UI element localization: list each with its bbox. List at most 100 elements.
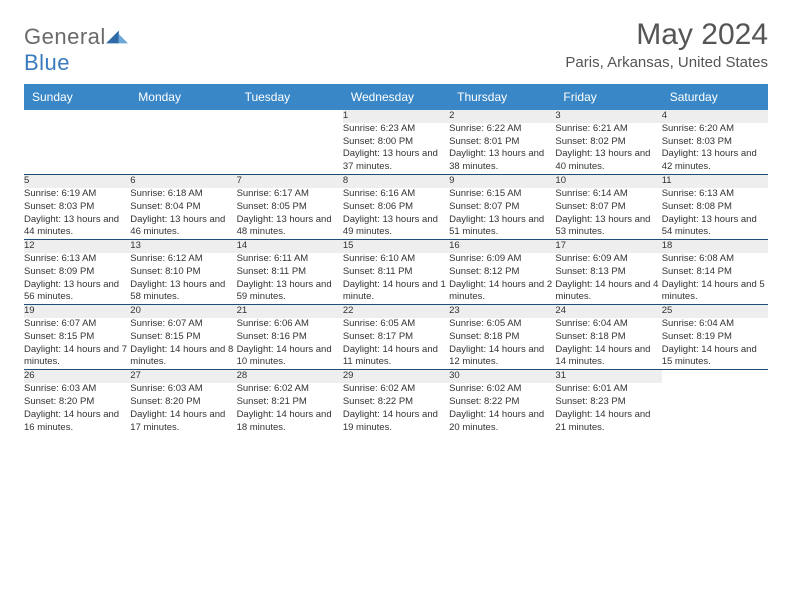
sunset-text: Sunset: 8:22 PM — [343, 396, 413, 407]
sunset-text: Sunset: 8:14 PM — [662, 266, 732, 277]
day-detail-cell: Sunrise: 6:13 AMSunset: 8:08 PMDaylight:… — [662, 188, 768, 240]
sunrise-text: Sunrise: 6:07 AM — [24, 318, 96, 329]
day-number-cell: 27 — [130, 370, 236, 383]
day-detail-cell — [662, 383, 768, 434]
day-detail-cell: Sunrise: 6:05 AMSunset: 8:18 PMDaylight:… — [449, 318, 555, 370]
day-detail-cell: Sunrise: 6:14 AMSunset: 8:07 PMDaylight:… — [555, 188, 661, 240]
sunrise-text: Sunrise: 6:18 AM — [130, 188, 202, 199]
day-number-cell: 22 — [343, 305, 449, 318]
day-number-cell: 25 — [662, 305, 768, 318]
day-detail-row: Sunrise: 6:03 AMSunset: 8:20 PMDaylight:… — [24, 383, 768, 434]
day-number-row: 262728293031 — [24, 370, 768, 383]
day-number-cell: 2 — [449, 110, 555, 123]
day-number-cell — [24, 110, 130, 123]
sunset-text: Sunset: 8:07 PM — [555, 201, 625, 212]
day-detail-cell: Sunrise: 6:07 AMSunset: 8:15 PMDaylight:… — [130, 318, 236, 370]
weekday-header: Monday — [130, 84, 236, 110]
day-detail-cell: Sunrise: 6:18 AMSunset: 8:04 PMDaylight:… — [130, 188, 236, 240]
daylight-text: Daylight: 14 hours and 4 minutes. — [555, 279, 658, 303]
day-detail-cell — [24, 123, 130, 175]
day-number-cell: 11 — [662, 175, 768, 188]
sunrise-text: Sunrise: 6:02 AM — [343, 383, 415, 394]
day-number-cell: 18 — [662, 240, 768, 253]
daylight-text: Daylight: 14 hours and 1 minute. — [343, 279, 446, 303]
sunrise-text: Sunrise: 6:13 AM — [24, 253, 96, 264]
weekday-header: Wednesday — [343, 84, 449, 110]
sunset-text: Sunset: 8:19 PM — [662, 331, 732, 342]
day-number-cell: 31 — [555, 370, 661, 383]
day-detail-cell: Sunrise: 6:23 AMSunset: 8:00 PMDaylight:… — [343, 123, 449, 175]
location-text: Paris, Arkansas, United States — [565, 54, 768, 71]
day-detail-cell: Sunrise: 6:17 AMSunset: 8:05 PMDaylight:… — [237, 188, 343, 240]
weekday-header: Thursday — [449, 84, 555, 110]
day-detail-cell — [237, 123, 343, 175]
daylight-text: Daylight: 13 hours and 49 minutes. — [343, 214, 438, 238]
sunset-text: Sunset: 8:22 PM — [449, 396, 519, 407]
daylight-text: Daylight: 14 hours and 18 minutes. — [237, 409, 332, 433]
daylight-text: Daylight: 13 hours and 59 minutes. — [237, 279, 332, 303]
day-detail-row: Sunrise: 6:07 AM Sunset: 8:15 PM Daylight:… — [24, 318, 768, 370]
daylight-text: Daylight: 14 hours and 17 minutes. — [130, 409, 225, 433]
month-title: May 2024 — [565, 18, 768, 52]
sunset-text: Sunset: 8:11 PM — [237, 266, 307, 277]
sunset-text: Sunset: 8:15 PM — [24, 331, 94, 342]
sunrise-text: Sunrise: 6:05 AM — [343, 318, 415, 329]
daylight-text: Daylight: 13 hours and 46 minutes. — [130, 214, 225, 238]
sunrise-text: Sunrise: 6:02 AM — [449, 383, 521, 394]
day-number-cell: 7 — [237, 175, 343, 188]
sunset-text: Sunset: 8:18 PM — [555, 331, 625, 342]
sunrise-text: Sunrise: 6:09 AM — [555, 253, 627, 264]
sunrise-text: Sunrise: 6:08 AM — [662, 253, 734, 264]
day-detail-row: Sunrise: 6:13 AMSunset: 8:09 PMDaylight:… — [24, 253, 768, 305]
day-number-row: 1234 — [24, 110, 768, 123]
day-number-cell: 20 — [130, 305, 236, 318]
sunrise-text: Sunrise: 6:21 AM — [555, 123, 627, 134]
title-block: May 2024 Paris, Arkansas, United States — [565, 18, 768, 71]
sunrise-text: Sunrise: 6:15 AM — [449, 188, 521, 199]
day-number-cell: 15 — [343, 240, 449, 253]
day-number-cell — [662, 370, 768, 383]
day-detail-cell: Sunrise: 6:04 AMSunset: 8:19 PMDaylight:… — [662, 318, 768, 370]
sunrise-text: Sunrise: 6:12 AM — [130, 253, 202, 264]
day-detail-cell: Sunrise: 6:05 AMSunset: 8:17 PMDaylight:… — [343, 318, 449, 370]
day-detail-cell: Sunrise: 6:16 AMSunset: 8:06 PMDaylight:… — [343, 188, 449, 240]
sunset-text: Sunset: 8:17 PM — [343, 331, 413, 342]
day-number-cell: 19 — [24, 305, 130, 318]
day-number-cell: 9 — [449, 175, 555, 188]
day-number-cell: 8 — [343, 175, 449, 188]
sunrise-text: Sunrise: 6:20 AM — [662, 123, 734, 134]
day-detail-cell: Sunrise: 6:20 AMSunset: 8:03 PMDaylight:… — [662, 123, 768, 175]
daylight-text: Daylight: 13 hours and 56 minutes. — [24, 279, 119, 303]
sunrise-text: Sunrise: 6:17 AM — [237, 188, 309, 199]
day-number-cell: 4 — [662, 110, 768, 123]
day-detail-cell: Sunrise: 6:04 AMSunset: 8:18 PMDaylight:… — [555, 318, 661, 370]
daylight-text: Daylight: 13 hours and 42 minutes. — [662, 148, 757, 172]
day-number-cell: 14 — [237, 240, 343, 253]
daylight-text: Daylight: 13 hours and 40 minutes. — [555, 148, 650, 172]
sunset-text: Sunset: 8:01 PM — [449, 136, 519, 147]
sunset-text: Sunset: 8:03 PM — [24, 201, 94, 212]
weekday-header: Saturday — [662, 84, 768, 110]
day-number-cell: 17 — [555, 240, 661, 253]
sunset-text: Sunset: 8:07 PM — [449, 201, 519, 212]
daylight-text: Daylight: 14 hours and 21 minutes. — [555, 409, 650, 433]
sunrise-text: Sunrise: 6:04 AM — [662, 318, 734, 329]
weekday-header: Sunday — [24, 84, 130, 110]
day-number-cell: 23 — [449, 305, 555, 318]
day-number-cell: 3 — [555, 110, 661, 123]
daylight-text: Daylight: 13 hours and 44 minutes. — [24, 214, 119, 238]
day-number-cell: 5 — [24, 175, 130, 188]
calendar-table: SundayMondayTuesdayWednesdayThursdayFrid… — [24, 84, 768, 434]
sunset-text: Sunset: 8:15 PM — [130, 331, 200, 342]
sunset-text: Sunset: 8:05 PM — [237, 201, 307, 212]
day-number-cell: 6 — [130, 175, 236, 188]
sunrise-text: Sunrise: 6:07 AM — [130, 318, 202, 329]
day-detail-cell: Sunrise: 6:13 AMSunset: 8:09 PMDaylight:… — [24, 253, 130, 305]
daylight-text: Daylight: 14 hours and 12 minutes. — [449, 344, 544, 368]
day-detail-cell: Sunrise: 6:08 AMSunset: 8:14 PMDaylight:… — [662, 253, 768, 305]
sunset-text: Sunset: 8:12 PM — [449, 266, 519, 277]
sunrise-text: Sunrise: 6:14 AM — [555, 188, 627, 199]
day-detail-cell: Sunrise: 6:21 AMSunset: 8:02 PMDaylight:… — [555, 123, 661, 175]
sunset-text: Sunset: 8:06 PM — [343, 201, 413, 212]
calendar-header: SundayMondayTuesdayWednesdayThursdayFrid… — [24, 84, 768, 110]
